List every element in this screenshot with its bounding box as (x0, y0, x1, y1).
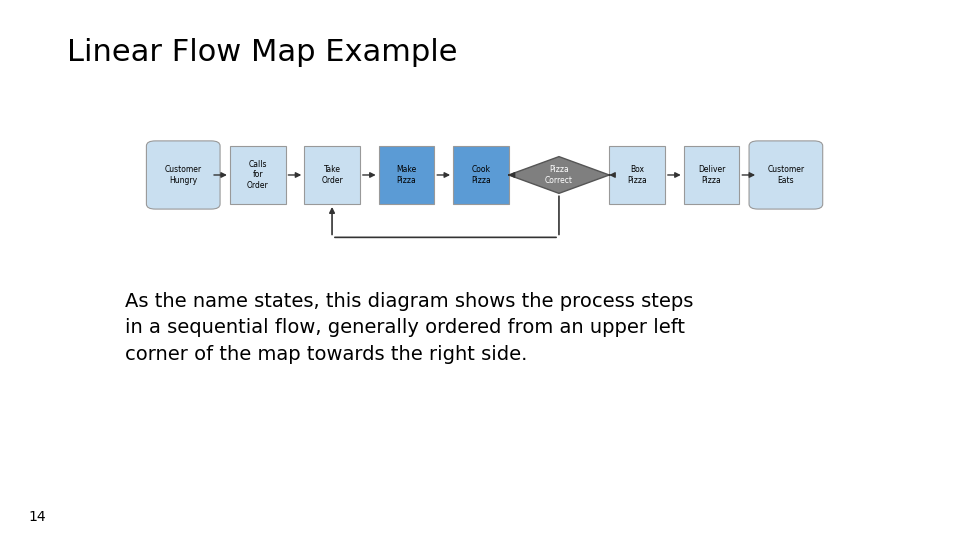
Text: Deliver
Pizza: Deliver Pizza (698, 165, 725, 185)
Bar (304, 146, 360, 204)
Text: Linear Flow Map Example: Linear Flow Map Example (67, 38, 458, 67)
Text: Take
Order: Take Order (322, 165, 343, 185)
Text: Make
Pizza: Make Pizza (396, 165, 417, 185)
Text: Pizza
Correct: Pizza Correct (545, 165, 573, 185)
Text: Customer
Hungry: Customer Hungry (165, 165, 202, 185)
Text: Box
Pizza: Box Pizza (627, 165, 647, 185)
Polygon shape (509, 157, 610, 193)
Bar (453, 146, 509, 204)
FancyBboxPatch shape (749, 141, 823, 209)
Text: 14: 14 (29, 510, 46, 524)
Text: Calls
for
Order: Calls for Order (247, 160, 269, 190)
FancyBboxPatch shape (147, 141, 220, 209)
Bar (684, 146, 739, 204)
Bar (378, 146, 434, 204)
Bar (610, 146, 665, 204)
Bar (229, 146, 285, 204)
Text: Customer
Eats: Customer Eats (767, 165, 804, 185)
Text: Cook
Pizza: Cook Pizza (471, 165, 491, 185)
Text: As the name states, this diagram shows the process steps
in a sequential flow, g: As the name states, this diagram shows t… (125, 292, 693, 363)
